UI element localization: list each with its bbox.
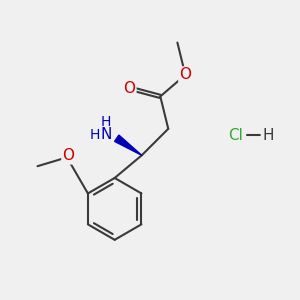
Text: H: H xyxy=(262,128,274,143)
Text: O: O xyxy=(179,68,191,82)
Text: H: H xyxy=(89,128,100,142)
Text: H: H xyxy=(100,115,111,129)
Text: Cl: Cl xyxy=(228,128,243,143)
Text: O: O xyxy=(123,81,135,96)
Text: N: N xyxy=(100,127,112,142)
Polygon shape xyxy=(115,135,142,155)
Text: O: O xyxy=(62,148,74,164)
